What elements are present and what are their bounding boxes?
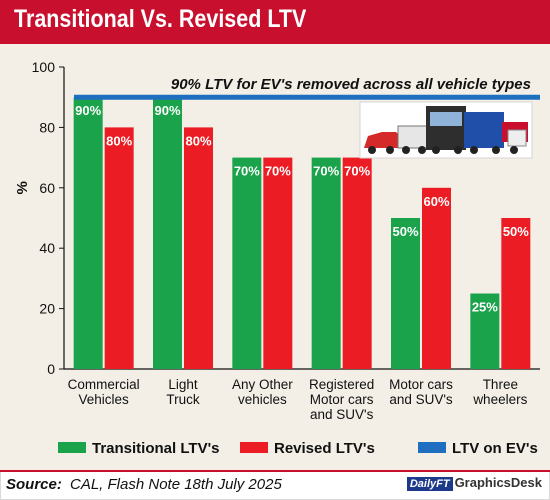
transitional-data-label: 70% xyxy=(313,164,339,179)
red-car-icon xyxy=(364,132,408,148)
wheel-icon xyxy=(386,146,394,154)
revised-bar xyxy=(501,218,531,369)
revised-bar xyxy=(263,157,293,369)
revised-data-label: 60% xyxy=(423,194,449,209)
ltv-bar-chart: 0 20 40 60 80 100% 90% 90% 70% 70% 50% 25% 80% 80% 70%… xyxy=(14,59,540,457)
page-title: Transitional Vs. Revised LTV xyxy=(14,5,307,33)
y-axis-label: % xyxy=(14,181,31,194)
legend-swatch xyxy=(58,442,86,453)
legend-swatch xyxy=(240,442,268,453)
x-category-label: wheelers xyxy=(472,392,527,407)
transitional-data-label: 90% xyxy=(75,103,101,118)
y-tick-label: 0 xyxy=(47,361,55,377)
transitional-data-label: 25% xyxy=(472,300,498,315)
transitional-bar xyxy=(470,293,500,369)
legend-label: Transitional LTV's xyxy=(92,440,219,457)
wheel-icon xyxy=(454,146,462,154)
legend-label: Revised LTV's xyxy=(274,440,375,457)
transitional-bar xyxy=(311,157,341,369)
source-label: Source: xyxy=(6,476,62,493)
wheel-icon xyxy=(432,146,440,154)
truck-windshield-icon xyxy=(430,112,462,126)
transitional-bar xyxy=(153,97,182,369)
title-bar: Transitional Vs. Revised LTV xyxy=(0,0,550,44)
transitional-data-label: 90% xyxy=(154,103,180,118)
wheel-icon xyxy=(402,146,410,154)
x-category-label: Registered xyxy=(309,377,374,392)
x-category-label: Three xyxy=(483,377,518,392)
y-tick-label: 80 xyxy=(39,119,55,135)
revised-data-label: 70% xyxy=(265,164,291,179)
x-category-label: vehicles xyxy=(238,392,287,407)
revised-data-label: 80% xyxy=(106,133,132,148)
legend-swatch xyxy=(418,442,446,453)
x-category-label: and SUV's xyxy=(389,392,453,407)
transitional-data-label: 70% xyxy=(234,164,260,179)
brand-mark: DailyFT xyxy=(406,477,453,491)
wheel-icon xyxy=(510,146,518,154)
wheel-icon xyxy=(368,146,376,154)
y-tick-label: 60 xyxy=(39,180,55,196)
wheel-icon xyxy=(470,146,478,154)
revised-data-label: 50% xyxy=(503,224,529,239)
revised-bar xyxy=(342,157,372,369)
y-tick-label: 40 xyxy=(39,240,55,256)
suv-icon xyxy=(397,125,429,149)
revised-data-label: 80% xyxy=(185,133,211,148)
x-category-label: Commercial xyxy=(68,377,140,392)
x-category-label: Any Other xyxy=(232,377,293,392)
x-category-label: and SUV's xyxy=(310,407,374,422)
revised-bar xyxy=(422,187,451,369)
source-text: CAL, Flash Note 18th July 2025 xyxy=(70,476,282,493)
transitional-bar xyxy=(391,218,420,369)
brand-logo: DailyFT GraphicsDesk xyxy=(406,475,542,491)
transitional-bar xyxy=(73,97,103,369)
y-tick-label: 20 xyxy=(39,301,55,317)
revised-bar xyxy=(104,127,134,370)
ev-annotation: 90% LTV for EV's removed across all vehi… xyxy=(171,76,531,93)
x-category-label: Vehicles xyxy=(79,392,130,407)
footer-rule xyxy=(0,470,550,472)
transitional-data-label: 50% xyxy=(392,224,418,239)
transitional-bar xyxy=(232,157,262,369)
wheel-icon xyxy=(418,146,426,154)
x-category-label: Motor cars xyxy=(310,392,374,407)
y-tick-label: 100 xyxy=(32,59,56,75)
x-category-label: Light xyxy=(168,377,198,392)
brand-name: GraphicsDesk xyxy=(454,475,542,490)
bus-icon xyxy=(464,112,504,148)
wheel-icon xyxy=(492,146,500,154)
x-category-label: Truck xyxy=(166,392,199,407)
vehicles-illustration xyxy=(359,101,533,159)
legend-label: LTV on EV's xyxy=(452,440,538,457)
x-category-label: Motor cars xyxy=(389,377,453,392)
revised-bar xyxy=(184,127,213,370)
white-car-icon xyxy=(507,129,527,147)
revised-data-label: 70% xyxy=(344,164,370,179)
